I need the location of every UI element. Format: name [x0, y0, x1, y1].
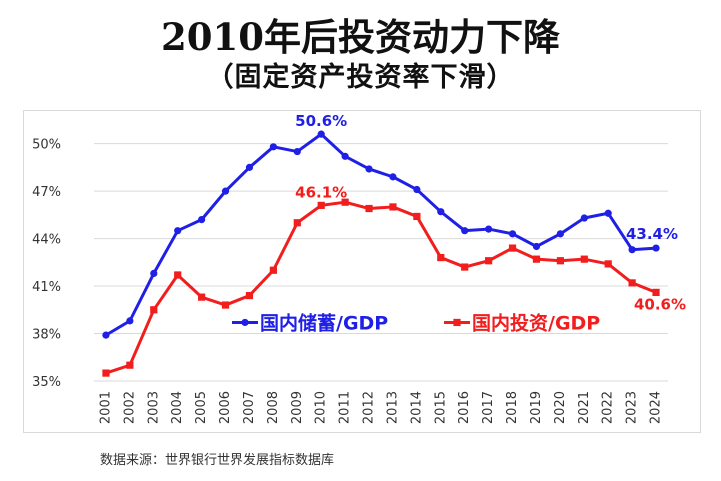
- savings-point: [269, 143, 277, 151]
- x-tick-label: 2011: [338, 391, 353, 424]
- x-tick-label: 2013: [385, 391, 400, 424]
- x-tick-label: 2003: [146, 391, 161, 424]
- savings-point: [317, 130, 325, 138]
- investment-point: [245, 291, 254, 300]
- legend-savings-marker: [241, 318, 249, 327]
- savings-point: [485, 225, 493, 233]
- investment-point: [437, 253, 445, 262]
- legend-investment-label: 国内投资/GDP: [472, 311, 600, 334]
- y-tick-label: 38%: [32, 328, 61, 343]
- savings-point: [628, 246, 636, 254]
- investment-point: [652, 288, 660, 296]
- x-tick-label: 2021: [577, 391, 592, 424]
- y-tick-label: 47%: [32, 185, 61, 200]
- savings-point: [532, 242, 541, 251]
- x-tick-label: 2014: [409, 391, 424, 424]
- investment-point: [485, 257, 493, 265]
- savings-point: [413, 185, 421, 194]
- x-tick-label: 2024: [649, 391, 664, 424]
- savings-point: [245, 163, 254, 171]
- savings-point: [652, 244, 660, 252]
- source-note: 数据来源：世界银行世界发展指标数据库: [100, 453, 335, 468]
- y-tick-label: 50%: [32, 138, 61, 153]
- legend-investment-marker: [453, 318, 461, 327]
- savings-data-label: 50.6%: [295, 112, 347, 130]
- savings-point: [174, 227, 182, 235]
- line-chart: 35% 38% 41% 44% 47% 50% 2001 2002 2003 2004 2005 20…: [32, 112, 686, 424]
- savings-point: [461, 227, 469, 235]
- x-tick-label: 2007: [242, 391, 257, 424]
- savings-point: [341, 152, 349, 160]
- investment-point: [556, 257, 564, 265]
- x-tick-label: 2009: [290, 391, 305, 424]
- legend-savings-label: 国内储蓄/GDP: [260, 311, 388, 334]
- y-tick-label: 35%: [32, 375, 61, 390]
- savings-point: [221, 187, 230, 195]
- investment-point: [198, 293, 206, 301]
- x-tick-label: 2012: [362, 391, 377, 424]
- y-tick-label: 41%: [32, 280, 61, 295]
- investment-point: [269, 266, 277, 274]
- savings-point: [150, 269, 158, 277]
- x-tick-label: 2019: [529, 391, 544, 424]
- x-tick-label: 2006: [218, 391, 233, 424]
- investment-point: [413, 212, 421, 221]
- investment-point: [341, 198, 349, 206]
- savings-point: [102, 331, 110, 339]
- investment-point: [532, 255, 541, 263]
- x-tick-label: 2015: [433, 391, 448, 424]
- savings-point: [365, 165, 373, 173]
- savings-point: [580, 214, 588, 222]
- chart-subtitle: （固定资产投资率下滑）: [206, 62, 515, 93]
- x-tick-label: 2023: [625, 391, 640, 424]
- x-tick-label: 2005: [194, 391, 209, 424]
- savings-point: [604, 209, 612, 217]
- x-tick-label: 2018: [505, 391, 520, 424]
- savings-point: [556, 230, 564, 238]
- x-tick-label: 2008: [266, 391, 281, 424]
- savings-point: [437, 208, 445, 216]
- investment-point: [150, 306, 158, 314]
- investment-point: [604, 260, 612, 268]
- chart-area: 35% 38% 41% 44% 47% 50% 2001 2002 2003 2004 2005 20…: [23, 110, 701, 433]
- savings-point: [126, 317, 134, 325]
- investment-point: [580, 255, 588, 263]
- investment-series-line: [105, 200, 657, 375]
- x-tick-label: 2016: [457, 391, 472, 424]
- savings-point: [389, 173, 397, 181]
- x-tick-label: 2010: [314, 391, 329, 424]
- savings-point: [293, 147, 301, 156]
- savings-point: [198, 216, 206, 224]
- investment-point: [365, 204, 373, 213]
- x-tick-label: 2022: [601, 391, 616, 424]
- investment-point: [628, 279, 636, 287]
- savings-data-label: 43.4%: [626, 225, 678, 243]
- x-tick-label: 2004: [170, 391, 185, 424]
- savings-point: [508, 230, 517, 238]
- investment-point: [461, 263, 469, 271]
- investment-point: [221, 301, 230, 309]
- investment-point: [389, 203, 397, 211]
- investment-point: [102, 369, 110, 377]
- savings-series-line: [105, 132, 657, 337]
- y-tick-label: 44%: [32, 233, 61, 248]
- investment-point: [174, 271, 182, 279]
- investment-data-label: 46.1%: [295, 183, 347, 201]
- chart-title: 2010年后投资动力下降: [161, 15, 560, 59]
- x-tick-label: 2001: [98, 391, 113, 424]
- investment-point: [508, 244, 517, 252]
- investment-point: [293, 219, 301, 227]
- investment-data-label: 40.6%: [634, 295, 686, 313]
- investment-point: [317, 201, 325, 209]
- x-tick-label: 2002: [122, 391, 137, 424]
- x-tick-label: 2017: [481, 391, 496, 424]
- investment-point: [126, 361, 134, 369]
- x-tick-label: 2020: [553, 391, 568, 424]
